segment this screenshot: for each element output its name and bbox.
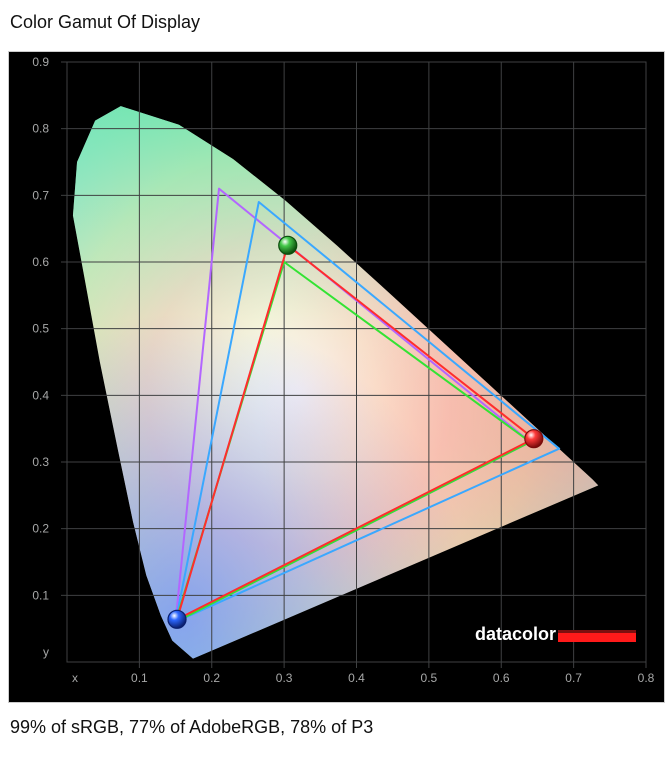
svg-text:0.2: 0.2: [32, 522, 49, 536]
svg-text:0.1: 0.1: [131, 671, 148, 685]
svg-text:x: x: [72, 671, 78, 685]
svg-text:0.8: 0.8: [32, 122, 49, 136]
svg-text:0.6: 0.6: [493, 671, 510, 685]
blue-primary: [168, 610, 186, 628]
green-primary: [279, 236, 297, 254]
gamut-svg: 0.1 0.2 0.3 0.4 0.5 0.6 0.7 0.8 0.1 0.2 0.3 0.4 0.5 0…: [9, 52, 664, 702]
svg-text:0.4: 0.4: [348, 671, 365, 685]
svg-text:0.6: 0.6: [32, 255, 49, 269]
svg-text:y: y: [43, 645, 49, 659]
caption: 99% of sRGB, 77% of AdobeRGB, 78% of P3: [10, 717, 663, 738]
svg-text:0.2: 0.2: [203, 671, 220, 685]
svg-text:0.7: 0.7: [565, 671, 582, 685]
red-primary: [525, 430, 543, 448]
svg-text:0.5: 0.5: [421, 671, 438, 685]
gamut-chart: 0.1 0.2 0.3 0.4 0.5 0.6 0.7 0.8 0.1 0.2 0.3 0.4 0.5 0…: [8, 51, 665, 703]
svg-text:0.9: 0.9: [32, 55, 49, 69]
svg-text:datacolor: datacolor: [475, 624, 556, 644]
svg-text:0.3: 0.3: [276, 671, 293, 685]
svg-text:0.5: 0.5: [32, 322, 49, 336]
page-title: Color Gamut Of Display: [10, 12, 663, 33]
svg-text:0.4: 0.4: [32, 388, 49, 402]
svg-text:0.3: 0.3: [32, 455, 49, 469]
svg-text:0.7: 0.7: [32, 188, 49, 202]
svg-text:0.8: 0.8: [638, 671, 655, 685]
svg-text:0.1: 0.1: [32, 588, 49, 602]
